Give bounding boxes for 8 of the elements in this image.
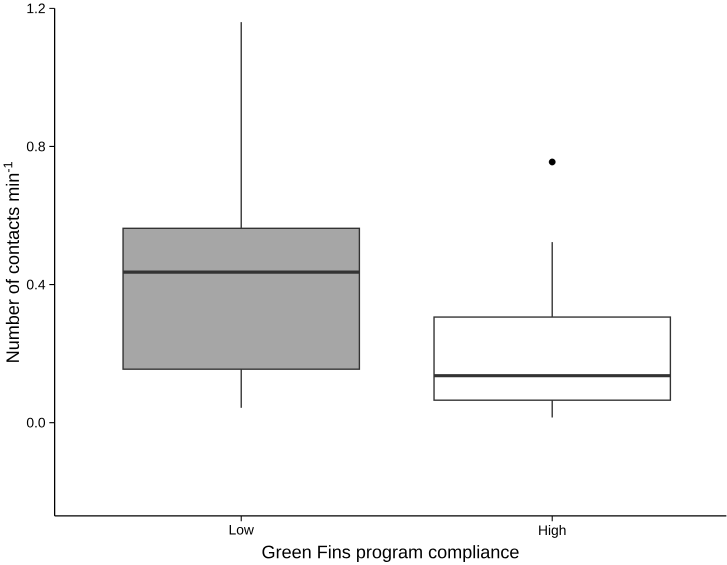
- y-tick-label: 0.4: [26, 279, 46, 290]
- y-tick-label: 0.0: [26, 418, 46, 428]
- y-tick-label: 0.8: [26, 141, 45, 152]
- y-axis-title: Number of contacts min$^{-1}$: [4, 162, 20, 362]
- x-tick-label: High: [539, 524, 566, 538]
- y-tick-label: 1.2: [27, 3, 45, 13]
- x-axis-title: Green Fins program compliance: [262, 544, 519, 562]
- x-tick-label: Low: [230, 524, 254, 534]
